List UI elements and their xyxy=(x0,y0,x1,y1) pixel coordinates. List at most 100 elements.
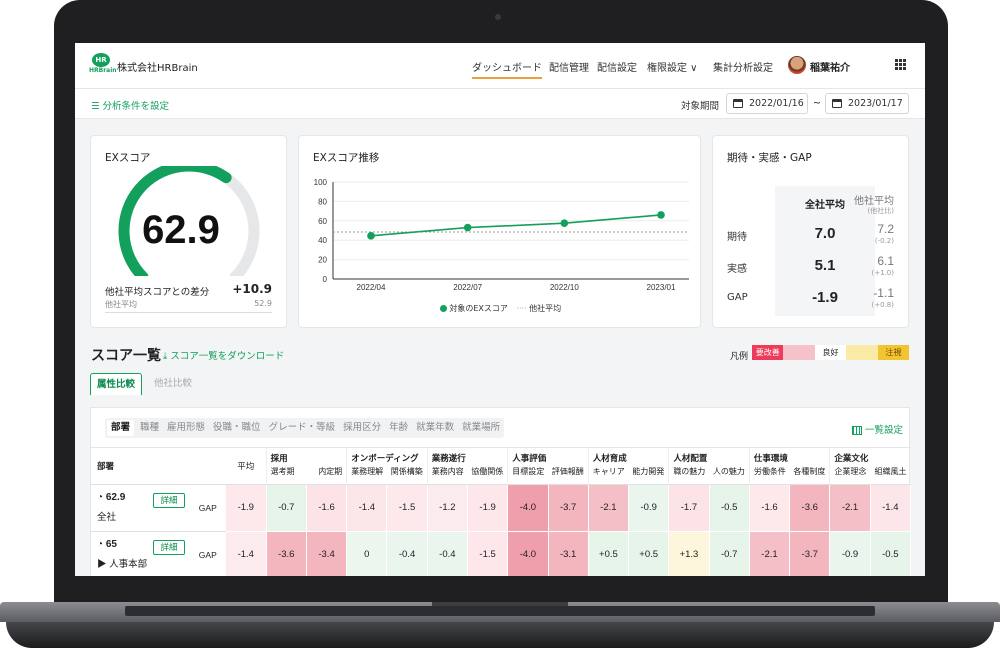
nav-distribution-settings[interactable]: 配信設定 xyxy=(597,63,637,74)
legend-good: 良好 xyxy=(814,345,847,360)
start-date-field[interactable]: 2022/01/16 xyxy=(726,93,808,114)
score-list-title: スコア一覧 xyxy=(91,348,161,364)
trend-chart: 100 80 60 40 20 0 2022/04 2022/07 2022/10 2023/01 xyxy=(314,178,689,292)
chip-tenure[interactable]: 就業年数 xyxy=(416,422,455,433)
score-cell: -1.6 xyxy=(306,484,348,532)
gauge-fill xyxy=(118,166,232,276)
row-type: GAP xyxy=(189,484,226,532)
user-name[interactable]: 稲葉祐介 xyxy=(810,63,850,74)
company-name: 株式会社HRBrain xyxy=(117,63,198,74)
ex-score-point xyxy=(657,211,665,219)
list-settings-button[interactable]: 一覧設定 xyxy=(851,422,903,436)
camera-icon xyxy=(495,14,501,20)
end-date-field[interactable]: 2023/01/17 xyxy=(825,93,909,114)
gap-diff: (+0.8) xyxy=(871,301,894,309)
group-header: 人材配置 職の魅力 人の魅力 xyxy=(668,448,750,485)
score-cell: -3.7 xyxy=(789,531,831,576)
row-type: GAP xyxy=(189,531,226,576)
date-separator: ~ xyxy=(813,98,821,109)
other-average-subheader: (他社比) xyxy=(867,207,894,215)
score-cell: 0 xyxy=(346,531,388,576)
hrbrain-logo[interactable]: HR HRBrain xyxy=(89,53,117,77)
legend-step xyxy=(846,345,878,360)
chip-job-type[interactable]: 職種 xyxy=(140,422,160,433)
score-cell: -0.4 xyxy=(386,531,428,576)
app-grid-icon[interactable] xyxy=(895,59,906,70)
legend-bar: 要改善 良好 注視 xyxy=(752,345,910,360)
sub-column-header: 業務内容 xyxy=(431,467,464,476)
sub-column-header: 関係構築 xyxy=(390,467,423,476)
download-score-list-link[interactable]: ⤓ スコア一覧をダウンロード xyxy=(163,351,285,362)
group-name: 採用 xyxy=(270,453,288,463)
other-average-label: 他社平均 xyxy=(105,300,137,309)
score-cell: -0.5 xyxy=(870,531,912,576)
y-tick-label: 60 xyxy=(318,217,327,226)
score-table: 部署 平均 採用 選考期 内定期 オンボーディング 業務理解 関係構築 業務遂行 業務内容 協働… xyxy=(91,448,912,576)
ex-score-point xyxy=(367,232,375,240)
chip-department[interactable]: 部署 xyxy=(107,420,135,436)
score-cell: -1.2 xyxy=(427,484,468,532)
chip-work-location[interactable]: 就業場所 xyxy=(462,422,501,433)
score-cell: -0.9 xyxy=(628,484,670,532)
logo-wordmark: HRBrain xyxy=(89,67,117,74)
score-cell: -0.5 xyxy=(709,484,750,532)
divider xyxy=(105,312,272,313)
y-tick-label: 20 xyxy=(318,256,327,265)
sub-column-header: 労働条件 xyxy=(753,467,786,476)
legend-needs-improvement: 要改善 xyxy=(752,345,784,360)
score-cell: -2.1 xyxy=(749,531,791,576)
score-cell: -0.9 xyxy=(829,531,871,576)
experience-value: 5.1 xyxy=(814,257,836,274)
sub-column-header: 組織風土 xyxy=(874,467,907,476)
legend-step xyxy=(783,345,815,360)
legend-avg-label: 他社平均 xyxy=(529,304,562,313)
chip-grade[interactable]: グレード・等級 xyxy=(268,422,336,433)
expectation-diff: (-0.2) xyxy=(874,237,894,245)
score-cell: -3.6 xyxy=(266,531,307,576)
chip-age[interactable]: 年齢 xyxy=(389,422,409,433)
gauge-icon: ◔ xyxy=(97,492,106,503)
score-cell: -1.9 xyxy=(225,484,267,532)
detail-button[interactable]: 詳細 xyxy=(153,492,185,508)
group-name: 業務遂行 xyxy=(431,453,466,463)
dept-name-label: 全社 xyxy=(97,512,117,523)
group-header: 業務遂行 業務内容 協働関係 xyxy=(426,448,508,485)
score-cell: +0.5 xyxy=(588,531,630,576)
ex-score-point xyxy=(560,219,569,228)
score-cell: -2.1 xyxy=(829,484,871,532)
legend-dot-icon xyxy=(439,305,447,312)
detail-button[interactable]: 詳細 xyxy=(153,539,185,555)
avatar[interactable] xyxy=(788,56,806,74)
start-date-value: 2022/01/16 xyxy=(749,98,804,109)
dept-name[interactable]: ▶ 人事本部 xyxy=(97,556,190,570)
gap-card-title: 期待・実感・GAP xyxy=(727,152,812,164)
average-column-header: 平均 xyxy=(225,448,267,485)
tab-attribute-comparison[interactable]: 属性比較 xyxy=(90,373,142,395)
chart-title: EXスコア推移 xyxy=(313,152,380,164)
diff-value: +10.9 xyxy=(232,282,272,296)
chip-position[interactable]: 役職・職位 xyxy=(213,422,261,433)
tab-other-company-comparison[interactable]: 他社比較 xyxy=(153,378,192,389)
score-cell: -3.7 xyxy=(548,484,589,532)
period-label: 対象期間 xyxy=(681,101,720,112)
nav-distribution-management[interactable]: 配信管理 xyxy=(549,63,589,74)
company-average-header: 全社平均 xyxy=(805,200,845,211)
other-average-value: 52.9 xyxy=(254,299,272,308)
score-cell: -1.7 xyxy=(668,484,710,532)
nav-analysis-settings[interactable]: 集計分析設定 xyxy=(713,63,773,74)
chart-legend: 対象のEXスコア ···· 他社平均 xyxy=(299,303,702,314)
gauge-icon: ◔ xyxy=(97,539,106,550)
group-header: 採用 選考期 内定期 xyxy=(265,448,347,485)
nav-dashboard[interactable]: ダッシュボード xyxy=(472,59,542,79)
analysis-condition-button[interactable]: ☰ 分析条件を設定 xyxy=(91,101,170,112)
chip-hiring-type[interactable]: 採用区分 xyxy=(343,422,382,433)
table-row: ◔ 62.9 詳細 全社 GAP -1.9 -0.7 -1.6 -1.4 -1.5 -1.2 -1.… xyxy=(91,484,912,532)
score-cell: -1.4 xyxy=(870,484,912,532)
dept-name[interactable]: 全社 xyxy=(97,509,190,523)
chip-employment-type[interactable]: 雇用形態 xyxy=(167,422,206,433)
ex-score-title: EXスコア xyxy=(105,152,151,164)
group-name: 人事評価 xyxy=(512,453,547,463)
sub-column-header: 業務理解 xyxy=(351,467,384,476)
nav-permission-settings[interactable]: 権限設定 ∨ xyxy=(647,63,698,74)
score-cell: -0.7 xyxy=(709,531,750,576)
